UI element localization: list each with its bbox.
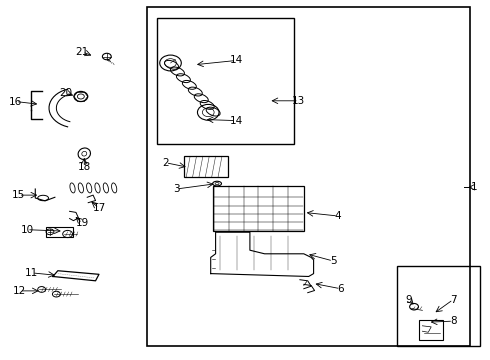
Text: 14: 14 (229, 55, 243, 66)
Bar (46, 227, 73, 237)
Text: 3: 3 (173, 184, 180, 194)
Bar (397, 266, 480, 346)
Text: 4: 4 (335, 211, 342, 221)
Bar (213, 186, 304, 231)
Bar (147, 7, 470, 346)
Text: 13: 13 (292, 96, 306, 106)
Text: 19: 19 (75, 218, 89, 228)
Bar (184, 156, 228, 177)
Text: 20: 20 (60, 88, 73, 98)
Text: 18: 18 (77, 162, 91, 172)
Text: 8: 8 (450, 316, 457, 326)
Text: 15: 15 (12, 190, 25, 200)
Text: 10: 10 (21, 225, 33, 235)
Text: 17: 17 (92, 203, 106, 213)
Text: 6: 6 (337, 284, 344, 294)
Text: 16: 16 (9, 96, 23, 107)
Bar (157, 18, 294, 144)
Text: 7: 7 (450, 294, 457, 305)
Text: 5: 5 (330, 256, 337, 266)
Text: 11: 11 (25, 268, 39, 278)
Text: 14: 14 (229, 116, 243, 126)
Text: 9: 9 (406, 294, 413, 305)
Bar (419, 320, 443, 340)
Text: 12: 12 (13, 286, 26, 296)
Text: 1: 1 (471, 182, 478, 192)
Text: 21: 21 (75, 47, 89, 57)
Text: 2: 2 (162, 158, 169, 168)
